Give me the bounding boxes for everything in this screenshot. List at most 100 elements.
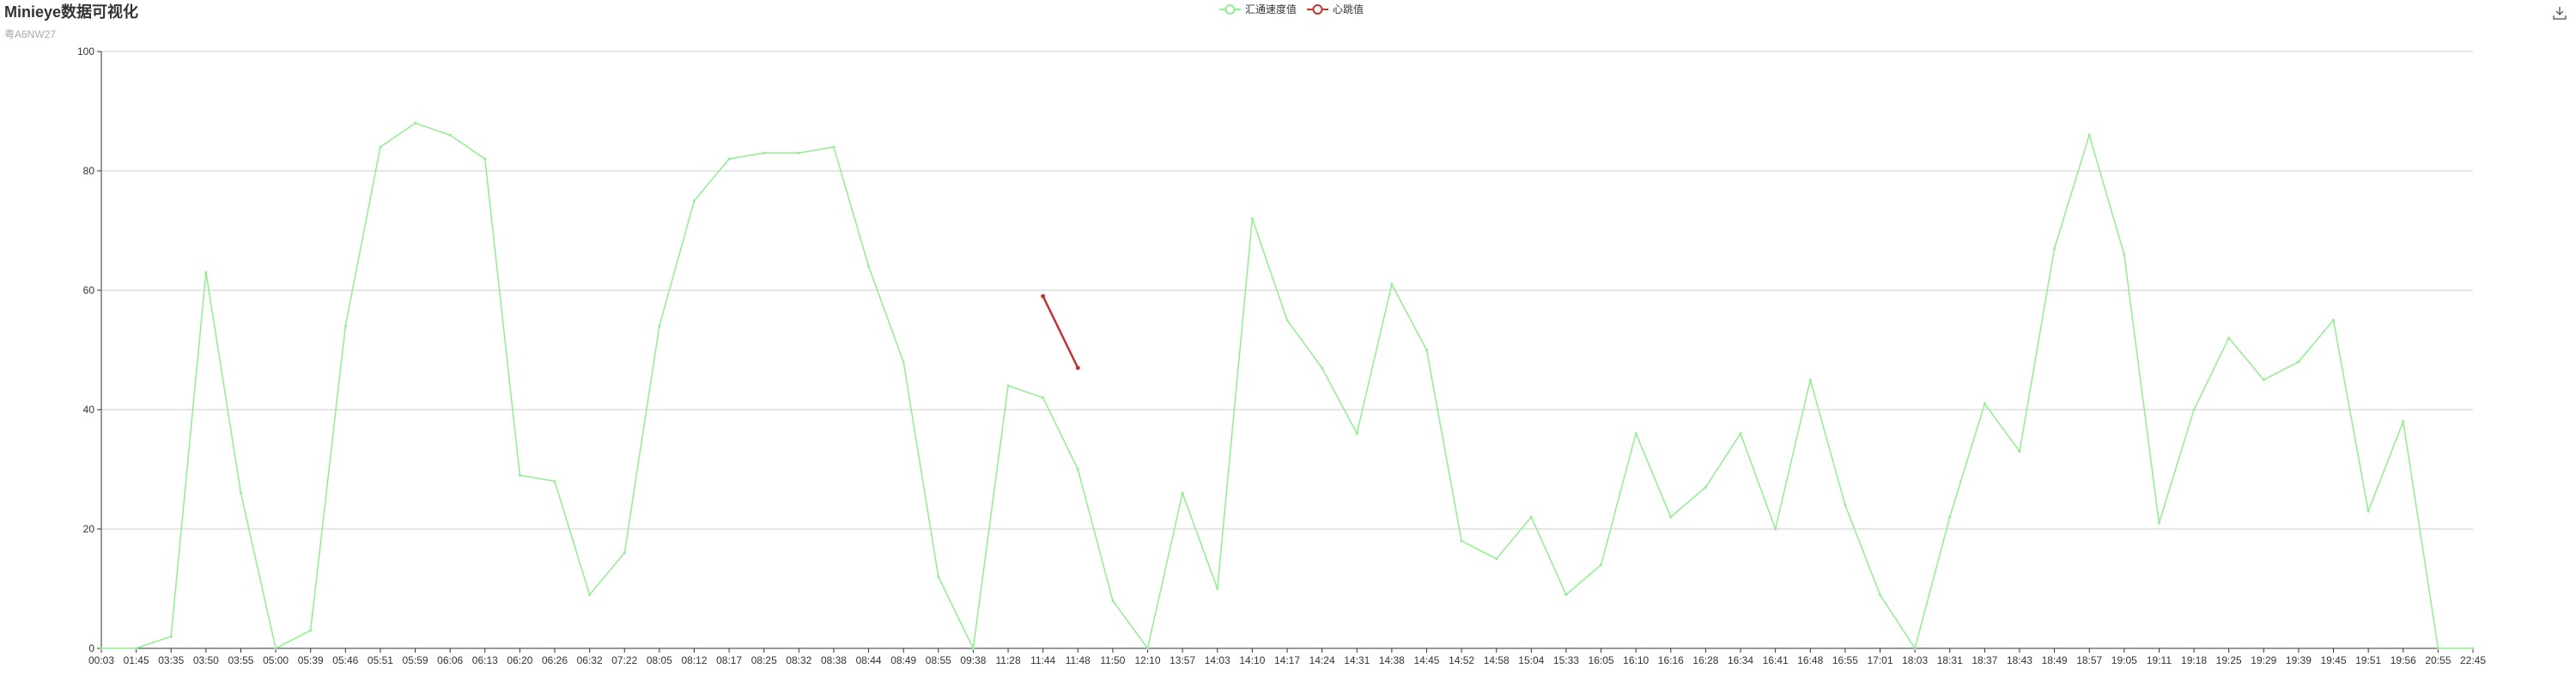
x-tick-label: 08:38 [821, 654, 847, 666]
x-tick-label: 14:52 [1449, 654, 1474, 666]
x-tick-label: 15:33 [1553, 654, 1579, 666]
x-tick-label: 19:39 [2286, 654, 2312, 666]
speed-point [1600, 563, 1603, 567]
x-tick-label: 16:55 [1832, 654, 1858, 666]
x-tick-label: 19:29 [2251, 654, 2276, 666]
speed-point [2262, 378, 2265, 381]
speed-point [483, 157, 487, 161]
legend-speed-icon [1219, 3, 1241, 15]
x-tick-label: 14:31 [1344, 654, 1370, 666]
speed-point [1879, 593, 1881, 596]
speed-point [2087, 133, 2091, 137]
legend: 汇通速度值 心跳值 [1219, 2, 1374, 16]
speed-point [1844, 503, 1847, 507]
speed-point [1669, 515, 1673, 519]
y-tick-label: 60 [83, 284, 95, 296]
speed-point [727, 157, 731, 161]
x-tick-label: 07:22 [611, 654, 637, 666]
speed-point [2471, 647, 2475, 650]
x-tick-label: 12:10 [1135, 654, 1161, 666]
speed-point [414, 121, 417, 125]
x-tick-label: 06:13 [472, 654, 498, 666]
speed-point [1739, 432, 1742, 435]
x-tick-label: 19:05 [2111, 654, 2137, 666]
x-tick-label: 14:58 [1484, 654, 1510, 666]
x-tick-label: 22:45 [2460, 654, 2486, 666]
legend-item-heartbeat[interactable]: 心跳值 [1307, 2, 1364, 16]
x-tick-label: 14:03 [1205, 654, 1230, 666]
y-tick-label: 80 [83, 165, 95, 177]
legend-item-speed[interactable]: 汇通速度值 [1219, 2, 1297, 16]
speed-point [1425, 349, 1428, 351]
x-tick-label: 01:45 [124, 654, 149, 666]
x-tick-label: 16:16 [1658, 654, 1684, 666]
speed-point [1913, 647, 1917, 650]
speed-point [2227, 337, 2231, 340]
speed-point [762, 151, 766, 155]
speed-point [1216, 587, 1219, 590]
speed-point [1042, 396, 1045, 399]
heartbeat-point [1041, 294, 1046, 299]
x-tick-label: 19:56 [2391, 654, 2416, 666]
x-tick-label: 14:45 [1413, 654, 1439, 666]
speed-point [135, 647, 138, 650]
speed-point [797, 151, 800, 155]
download-icon[interactable] [2552, 5, 2567, 21]
x-tick-label: 16:28 [1692, 654, 1718, 666]
x-tick-label: 19:51 [2355, 654, 2381, 666]
x-tick-label: 18:43 [2007, 654, 2032, 666]
x-tick-label: 05:51 [368, 654, 393, 666]
x-tick-label: 14:10 [1239, 654, 1265, 666]
speed-point [1321, 366, 1324, 369]
speed-point [2192, 408, 2196, 411]
speed-point [1250, 217, 1254, 221]
chart-subtitle: 粤A6NW27 [4, 28, 57, 40]
x-tick-label: 15:04 [1518, 654, 1544, 666]
speed-point [971, 647, 975, 650]
speed-point [1355, 432, 1358, 435]
speed-point [2123, 252, 2126, 256]
speed-point [2436, 647, 2439, 650]
speed-point [693, 199, 696, 203]
x-tick-label: 06:20 [507, 654, 532, 666]
speed-point [2297, 360, 2300, 363]
x-tick-label: 11:28 [995, 654, 1020, 666]
speed-point [2366, 509, 2370, 513]
x-tick-label: 05:39 [298, 654, 324, 666]
x-tick-label: 14:24 [1309, 654, 1335, 666]
speed-point [2402, 420, 2405, 423]
x-tick-label: 11:48 [1066, 654, 1091, 666]
speed-point [343, 325, 347, 328]
speed-point [588, 593, 592, 596]
speed-point [832, 145, 835, 149]
speed-point [448, 133, 452, 137]
y-tick-label: 20 [83, 523, 95, 535]
speed-point [518, 473, 521, 477]
speed-point [379, 145, 382, 149]
x-tick-label: 00:03 [88, 654, 114, 666]
speed-point [2332, 319, 2336, 322]
x-tick-label: 16:41 [1763, 654, 1789, 666]
speed-point [1111, 599, 1115, 602]
y-tick-label: 40 [83, 404, 95, 416]
x-tick-label: 18:03 [1902, 654, 1928, 666]
speed-point [658, 325, 661, 328]
speed-point [1808, 378, 1812, 381]
x-tick-label: 08:12 [681, 654, 707, 666]
speed-point [553, 479, 556, 483]
speed-point [1634, 432, 1637, 435]
legend-speed-label: 汇通速度值 [1245, 3, 1297, 15]
x-tick-label: 08:55 [926, 654, 951, 666]
speed-point [100, 647, 103, 650]
x-tick-label: 17:01 [1867, 654, 1893, 666]
x-tick-label: 06:26 [542, 654, 568, 666]
x-tick-label: 03:55 [228, 654, 253, 666]
x-tick-label: 11:44 [1030, 654, 1055, 666]
x-tick-label: 18:57 [2076, 654, 2102, 666]
x-tick-label: 06:32 [577, 654, 603, 666]
speed-point [1529, 515, 1533, 519]
chart-title: Minieye数据可视化 [4, 3, 139, 21]
x-tick-label: 08:44 [856, 654, 882, 666]
speed-point [623, 551, 626, 555]
